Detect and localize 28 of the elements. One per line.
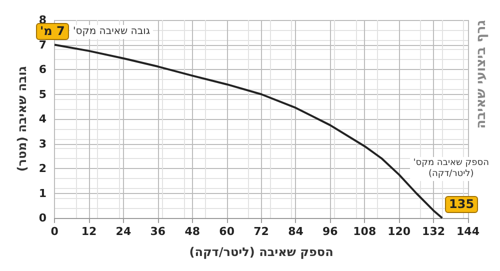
x-tick-label: 108 [353, 225, 376, 238]
x-tick-label: 12 [81, 225, 97, 238]
y-axis-title: גובה שאיבה (מטר) [15, 66, 29, 172]
x-tick-label: 24 [116, 225, 132, 238]
text: גרף ביצועי שאיבה [473, 20, 490, 131]
x-tick-label: 60 [219, 225, 235, 238]
annotation: הספק שאיבה מקס' (ליטר/דקה) [410, 157, 492, 181]
y-tick-label: 0 [38, 212, 47, 224]
y-tick-label: 1 [38, 186, 47, 200]
x-tick-label: 132 [422, 225, 446, 238]
x-tick-label: 36 [150, 225, 166, 238]
x-tick-label: 144 [456, 225, 480, 238]
x-tick-label: 96 [322, 225, 338, 238]
x-tick-label: 72 [254, 225, 269, 238]
y-tick-label: 5 [38, 88, 47, 101]
y-tick-label: 4 [38, 112, 47, 126]
x-axis-title: הספק שאיבה (ליטר/דקה) [189, 245, 334, 259]
annotation: 135 [445, 196, 478, 213]
y-tick-label: 6 [38, 63, 47, 76]
x-tick-label: 120 [388, 225, 411, 238]
annotation: גובה שאיבה מקס' [70, 25, 153, 39]
x-tick-label: 48 [184, 225, 200, 238]
annotation: 7 מ' [36, 23, 69, 40]
y-tick-label: 2 [38, 162, 47, 175]
x-tick-label: 84 [288, 225, 304, 238]
y-tick-label: 7 [38, 38, 47, 52]
y-tick-label: 3 [38, 137, 47, 150]
x-tick-label: 0 [50, 225, 59, 238]
